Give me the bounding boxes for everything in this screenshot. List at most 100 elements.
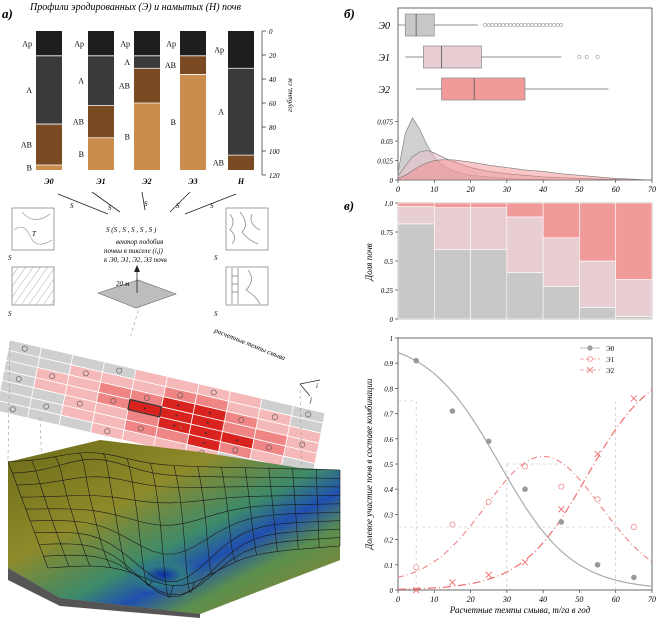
stack-bar-Э0	[470, 249, 508, 320]
box-label: Э0	[378, 21, 390, 32]
line-ytick-label: 0.2	[384, 537, 393, 545]
box-Э2	[441, 77, 526, 101]
point-Э0	[522, 486, 528, 493]
line-ytick-label: 0	[390, 587, 394, 595]
terrain-mesh-line	[34, 520, 341, 582]
depth-tick-label: 120	[269, 172, 280, 180]
box-outlier	[552, 23, 556, 27]
grid-dot	[177, 392, 184, 399]
horizon-label: Ap	[214, 46, 224, 55]
line-ytick-label: 0.3	[384, 511, 393, 519]
svg-text:S: S	[108, 204, 112, 212]
horizon-label: Ap	[166, 39, 176, 48]
box-outlier	[548, 23, 553, 27]
horizon-Н-A	[228, 68, 254, 156]
stack-bar-Э2	[470, 202, 508, 208]
grid-dot	[76, 400, 83, 407]
svg-text:S: S	[176, 202, 180, 210]
stack-bar-Э2	[433, 202, 471, 208]
terrain-mesh-line	[30, 511, 341, 555]
line-ytick-label: 0.9	[384, 360, 393, 368]
profile-name: Н	[237, 177, 245, 186]
density-tick-label: 0	[390, 177, 394, 185]
line-ytick-label: 0.7	[384, 411, 393, 419]
horizon-Э3-B	[180, 74, 206, 170]
terrain-mesh-line	[39, 528, 341, 597]
line-ytick-label: 0.8	[384, 385, 393, 393]
horizon-label: B	[125, 132, 130, 141]
box-outlier	[584, 55, 589, 59]
stack-tick-label: 0	[390, 316, 394, 324]
grid-dot	[236, 439, 239, 442]
horizon-label: B	[79, 150, 84, 159]
box-xtick-label: 0	[396, 185, 400, 194]
horizon-label: A	[26, 86, 32, 95]
horizon-label: Ap	[120, 39, 130, 48]
terrain-mesh-line	[102, 453, 132, 574]
horizon-Э0-AB	[36, 124, 62, 166]
pixel-example-2-vector: S	[8, 310, 12, 318]
horizon-label: AB	[165, 61, 176, 70]
box-outlier	[490, 23, 495, 27]
similarity-caption-2: почвы в пикселе (i,j)	[104, 247, 163, 255]
line-ytick-label: 1	[390, 335, 394, 343]
point-Э1	[485, 498, 492, 505]
stack-bar-Э1	[433, 207, 471, 250]
fit-curve-Э0	[397, 351, 653, 587]
svg-text:S: S	[210, 202, 214, 210]
point-Э0	[485, 438, 492, 445]
stack-bar-Э0	[397, 223, 435, 320]
horizon-label: AB	[213, 159, 224, 168]
depth-tick-label: 60	[269, 100, 277, 108]
horizon-Э0-B	[36, 165, 62, 170]
stack-tick-label: 0.5	[384, 258, 393, 266]
panel-label-b: б)	[344, 6, 355, 21]
pixel-size-label: 20 м	[116, 280, 130, 288]
terrain-mesh-line	[47, 545, 341, 586]
point-Э2	[557, 506, 565, 513]
horizon-label: A	[124, 58, 130, 67]
horizon-label: AB	[119, 82, 130, 91]
point-Э1	[413, 564, 420, 571]
depth-tick-label: 100	[269, 148, 280, 156]
stack-bar-Э2	[579, 202, 617, 262]
line-xtick-label: 70	[648, 595, 656, 604]
line-xtick-label: 0	[396, 595, 400, 604]
box-outlier	[577, 55, 582, 59]
horizon-Н-AB	[228, 155, 254, 170]
horizon-Э2-B	[134, 102, 160, 170]
depth-tick-label: 80	[269, 124, 277, 132]
stacked-bar-chart: 0 0.25 0.5 0.75 1.0 Доля почв	[364, 200, 653, 324]
stack-bar-Э0	[542, 286, 580, 320]
box-outlier	[515, 23, 520, 27]
erosion-grid	[0, 339, 326, 485]
pixel-example-4	[225, 266, 269, 306]
stack-tick-label: 0.25	[381, 287, 394, 295]
point-Э0	[594, 562, 601, 568]
line-xlabel: Расчетные темпы смыва, т/га в год	[449, 605, 591, 615]
profiles-title: Профили эродированных (Э) и намытых (Н) …	[29, 2, 242, 13]
box-outlier	[501, 23, 506, 27]
horizon-label: B	[171, 118, 176, 127]
line-xtick-label: 10	[430, 595, 438, 604]
terrain-mesh-line	[21, 495, 341, 504]
line-xtick-label: 50	[575, 595, 583, 604]
legend-label: Э2	[606, 367, 615, 375]
horizon-Э1-Ap	[88, 31, 114, 56]
terrain-mesh-line	[126, 458, 153, 586]
box-outlier	[497, 23, 502, 27]
line-ytick-label: 0.4	[384, 486, 393, 494]
box-xtick-label: 70	[648, 185, 656, 194]
density-tick-label: 0.075	[377, 119, 393, 127]
line-xtick-label: 40	[539, 595, 547, 604]
point-Э2	[521, 558, 529, 566]
horizon-Э1-AB	[88, 105, 114, 138]
stack-tick-label: 0.75	[381, 229, 394, 237]
grid-dot	[21, 345, 28, 352]
profile-name: Э2	[142, 177, 151, 186]
terrain-mesh-line	[292, 468, 299, 550]
line-xtick-label: 30	[502, 595, 511, 604]
pixel-example-3-vector: S	[214, 254, 218, 262]
point-Э0	[413, 357, 419, 364]
grid-dot	[210, 389, 217, 396]
